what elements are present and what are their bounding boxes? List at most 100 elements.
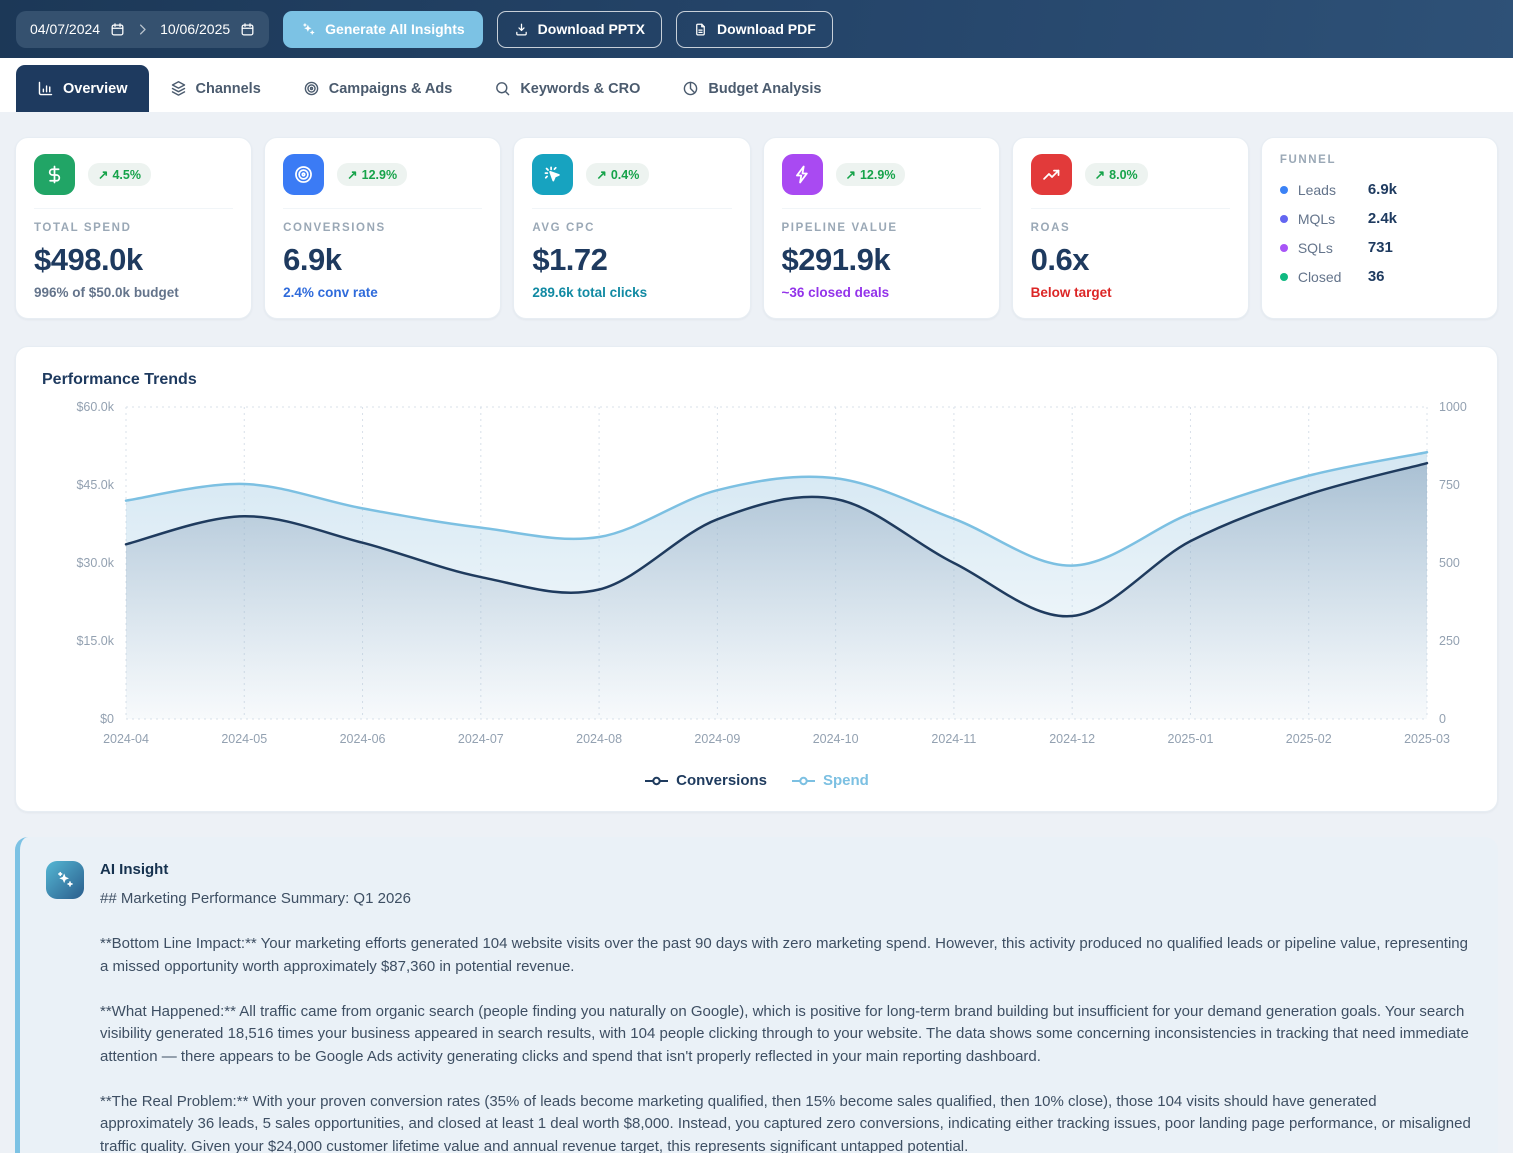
kpi-label: AVG CPC [532, 222, 596, 234]
ai-insight-title: AI Insight [100, 861, 169, 878]
svg-text:$30.0k: $30.0k [76, 556, 114, 570]
funnel-row: MQLs 2.4k [1279, 210, 1479, 227]
funnel-title: FUNNEL [1279, 154, 1337, 166]
svg-text:2024-12: 2024-12 [1049, 732, 1095, 746]
main-content: ↗ 4.5% TOTAL SPEND $498.0k 996% of $50.0… [0, 112, 1513, 1153]
search-icon [494, 80, 511, 97]
calendar-icon[interactable] [110, 22, 125, 37]
svg-text:$45.0k: $45.0k [76, 478, 114, 492]
conversions-area [126, 463, 1427, 719]
funnel-stage-value: 6.9k [1367, 181, 1398, 198]
tab-bar: Overview Channels Campaigns & Ads Keywor… [0, 58, 1513, 112]
funnel-stage-value: 36 [1367, 268, 1385, 285]
conversions-line [124, 461, 1429, 618]
ai-sparkles-icon [46, 861, 84, 899]
cursor-click-icon [532, 154, 574, 195]
tab-budget-analysis[interactable]: Budget Analysis [661, 65, 842, 112]
kpi-label: ROAS [1030, 222, 1071, 234]
file-icon [693, 22, 708, 37]
pie-chart-icon [682, 80, 699, 97]
tab-campaigns-ads[interactable]: Campaigns & Ads [282, 65, 474, 112]
download-pdf-button[interactable]: Download PDF [676, 10, 833, 48]
layers-icon [170, 80, 187, 97]
svg-text:2024-06: 2024-06 [340, 732, 386, 746]
trend-up-arrow-icon: ↗ [98, 168, 109, 182]
svg-text:1000: 1000 [1439, 400, 1467, 414]
trend-up-arrow-icon: ↗ [347, 168, 358, 182]
funnel-stage-label: Closed [1297, 268, 1342, 285]
svg-text:250: 250 [1439, 634, 1460, 648]
generate-all-insights-button[interactable]: Generate All Insights [283, 10, 483, 48]
ai-insight-body: ## Marketing Performance Summary: Q1 202… [100, 890, 1471, 1153]
date-range-picker[interactable]: 04/07/2024 10/06/2025 [16, 10, 270, 48]
kpi-label: TOTAL SPEND [34, 222, 132, 234]
change-badge: ↗ 12.9% [835, 163, 906, 186]
tab-overview[interactable]: Overview [16, 65, 149, 112]
svg-text:2024-05: 2024-05 [221, 732, 267, 746]
top-toolbar: 04/07/2024 10/06/2025 Generate All Insig… [0, 0, 1513, 58]
svg-text:2024-07: 2024-07 [458, 732, 504, 746]
svg-text:2024-10: 2024-10 [813, 732, 859, 746]
dollar-sign-icon [34, 154, 75, 195]
change-badge: ↗ 4.5% [88, 163, 151, 186]
funnel-stage-value: 2.4k [1367, 210, 1398, 227]
funnel-row: SQLs 731 [1279, 239, 1479, 256]
tab-label: Channels [195, 80, 261, 97]
funnel-stage-label: Leads [1297, 181, 1336, 198]
target-icon [303, 80, 320, 97]
svg-text:$60.0k: $60.0k [76, 400, 114, 414]
change-badge: ↗ 0.4% [586, 163, 650, 186]
download-pptx-label: Download PPTX [537, 21, 646, 37]
trend-up-arrow-icon: ↗ [596, 168, 607, 182]
kpi-value: 0.6x [1030, 242, 1090, 277]
kpi-subtitle: 996% of $50.0k budget [34, 285, 179, 300]
kpi-subtitle: ~36 closed deals [781, 285, 890, 300]
svg-text:2024-08: 2024-08 [576, 732, 622, 746]
legend-conversions: Conversions [644, 772, 767, 789]
generate-all-insights-label: Generate All Insights [325, 21, 465, 37]
svg-text:2024-04: 2024-04 [103, 732, 149, 746]
change-badge: ↗ 8.0% [1084, 163, 1148, 186]
tab-keywords-cro[interactable]: Keywords & CRO [473, 65, 661, 112]
kpi-subtitle: Below target [1030, 285, 1112, 300]
chart-column-icon [37, 80, 54, 97]
kpi-subtitle: 2.4% conv rate [283, 285, 378, 300]
kpi-card-pipeline-value: ↗ 12.9% PIPELINE VALUE $291.9k ~36 close… [762, 137, 1000, 319]
tab-label: Campaigns & Ads [328, 80, 453, 97]
kpi-label: PIPELINE VALUE [781, 222, 898, 234]
start-date[interactable]: 04/07/2024 [30, 21, 101, 37]
kpi-card-roas: ↗ 8.0% ROAS 0.6x Below target [1011, 137, 1249, 319]
svg-text:2024-09: 2024-09 [694, 732, 740, 746]
svg-text:0: 0 [1439, 712, 1446, 726]
kpi-subtitle: 289.6k total clicks [532, 285, 648, 300]
sparkles-icon [301, 22, 316, 37]
chart-title: Performance Trends [42, 371, 197, 388]
kpi-value: $291.9k [781, 242, 891, 277]
calendar-icon[interactable] [240, 22, 255, 37]
legend-spend: Spend [791, 772, 869, 789]
spend-line [124, 450, 1429, 567]
kpi-card-avg-cpc: ↗ 0.4% AVG CPC $1.72 289.6k total clicks [513, 137, 751, 319]
svg-text:$15.0k: $15.0k [76, 634, 114, 648]
zap-icon [781, 154, 823, 195]
svg-text:2024-11: 2024-11 [931, 732, 976, 746]
svg-text:500: 500 [1439, 556, 1460, 570]
svg-text:2025-01: 2025-01 [1168, 732, 1214, 746]
svg-text:$0: $0 [100, 712, 114, 726]
change-badge: ↗ 12.9% [337, 163, 408, 186]
target-icon [283, 154, 325, 195]
kpi-value: 6.9k [283, 242, 342, 277]
download-pptx-button[interactable]: Download PPTX [496, 10, 663, 48]
trend-up-arrow-icon: ↗ [1094, 168, 1106, 182]
tab-channels[interactable]: Channels [149, 65, 282, 112]
funnel-stage-label: MQLs [1297, 210, 1336, 227]
end-date[interactable]: 10/06/2025 [160, 21, 231, 37]
tab-label: Overview [63, 80, 128, 97]
funnel-stage-dot [1279, 243, 1288, 252]
trend-up-arrow-icon: ↗ [845, 168, 856, 182]
funnel-stage-label: SQLs [1297, 239, 1333, 256]
kpi-card-conversions: ↗ 12.9% CONVERSIONS 6.9k 2.4% conv rate [264, 137, 502, 319]
kpi-row: ↗ 4.5% TOTAL SPEND $498.0k 996% of $50.0… [15, 137, 1498, 319]
tab-label: Budget Analysis [708, 80, 822, 97]
svg-text:2025-03: 2025-03 [1404, 732, 1450, 746]
